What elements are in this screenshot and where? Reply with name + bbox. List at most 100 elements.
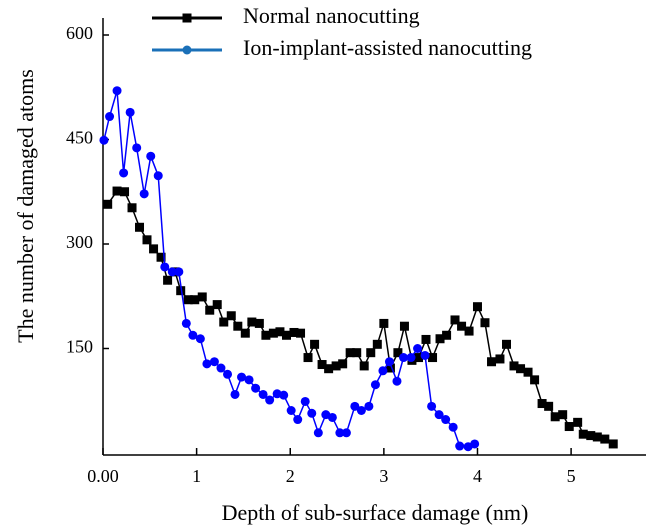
marker [135,222,145,232]
marker [399,321,409,331]
marker [502,339,512,349]
marker [564,422,574,432]
marker [219,317,229,327]
marker [197,292,207,302]
marker [359,361,369,371]
marker [317,360,327,370]
marker [310,339,320,349]
marker [455,441,465,451]
marker [487,357,497,367]
y-tick-label: 300 [66,232,93,252]
marker [372,339,382,349]
marker [103,199,113,209]
marker [182,13,192,23]
marker [550,412,560,422]
marker [384,357,394,367]
marker [352,348,362,358]
marker [341,428,351,438]
marker [379,318,389,328]
x-tick-label: 5 [567,466,576,486]
marker [174,267,184,277]
marker [345,348,355,358]
marker [146,151,156,161]
marker [448,422,458,432]
marker [370,380,380,390]
marker [442,330,452,340]
marker [335,428,345,438]
marker [307,408,317,418]
marker [244,375,254,385]
marker [366,348,376,358]
marker [537,399,547,409]
marker [127,203,137,213]
marker [300,396,310,406]
marker [209,357,219,367]
series-line [103,90,475,448]
marker [480,318,490,328]
marker [286,406,296,416]
marker [268,328,278,338]
marker [105,112,115,122]
marker [303,353,313,363]
x-tick-label: 4 [473,466,482,486]
y-tick-label: 600 [66,23,93,43]
x-axis-title: Depth of sub-surface damage (nm) [222,500,529,525]
marker [182,45,192,55]
marker [413,344,423,353]
y-axis-title: The number of damaged atoms [13,69,38,343]
marker [457,321,467,331]
marker [495,354,505,364]
marker [464,326,474,336]
marker [558,410,568,420]
marker [223,369,233,379]
marker [523,367,533,377]
marker [406,353,416,363]
marker [265,395,275,405]
marker [176,286,186,296]
marker [112,186,122,196]
marker [600,434,610,444]
marker [205,305,215,315]
marker [586,431,596,441]
marker [190,295,200,305]
marker [226,311,236,321]
legend-label: Ion-implant-assisted nanocutting [243,35,532,60]
marker [472,302,482,312]
marker [188,330,198,340]
marker [331,361,341,371]
marker [378,366,388,376]
marker [399,353,409,363]
marker [428,353,438,363]
marker [441,415,451,425]
marker [119,168,129,178]
marker [254,318,264,328]
marker [275,327,285,337]
marker [516,364,526,374]
marker [327,412,337,422]
marker [385,363,395,373]
marker [293,415,303,425]
marker [450,315,460,325]
marker [163,275,173,285]
x-tick-label: 0.00 [87,466,119,486]
marker [578,429,588,439]
marker [258,389,268,399]
marker [230,389,240,399]
marker [237,372,247,382]
marker [183,295,193,305]
marker [120,187,130,197]
marker [289,327,299,337]
marker [112,86,122,96]
marker [139,189,149,199]
marker [313,428,323,438]
marker [414,353,424,363]
marker [160,262,170,272]
marker [142,235,152,245]
y-tick-label: 150 [66,337,93,357]
marker [281,330,291,340]
series-line [107,190,614,445]
marker [470,439,480,449]
marker [434,410,444,420]
marker [530,375,540,385]
marker [181,318,191,328]
